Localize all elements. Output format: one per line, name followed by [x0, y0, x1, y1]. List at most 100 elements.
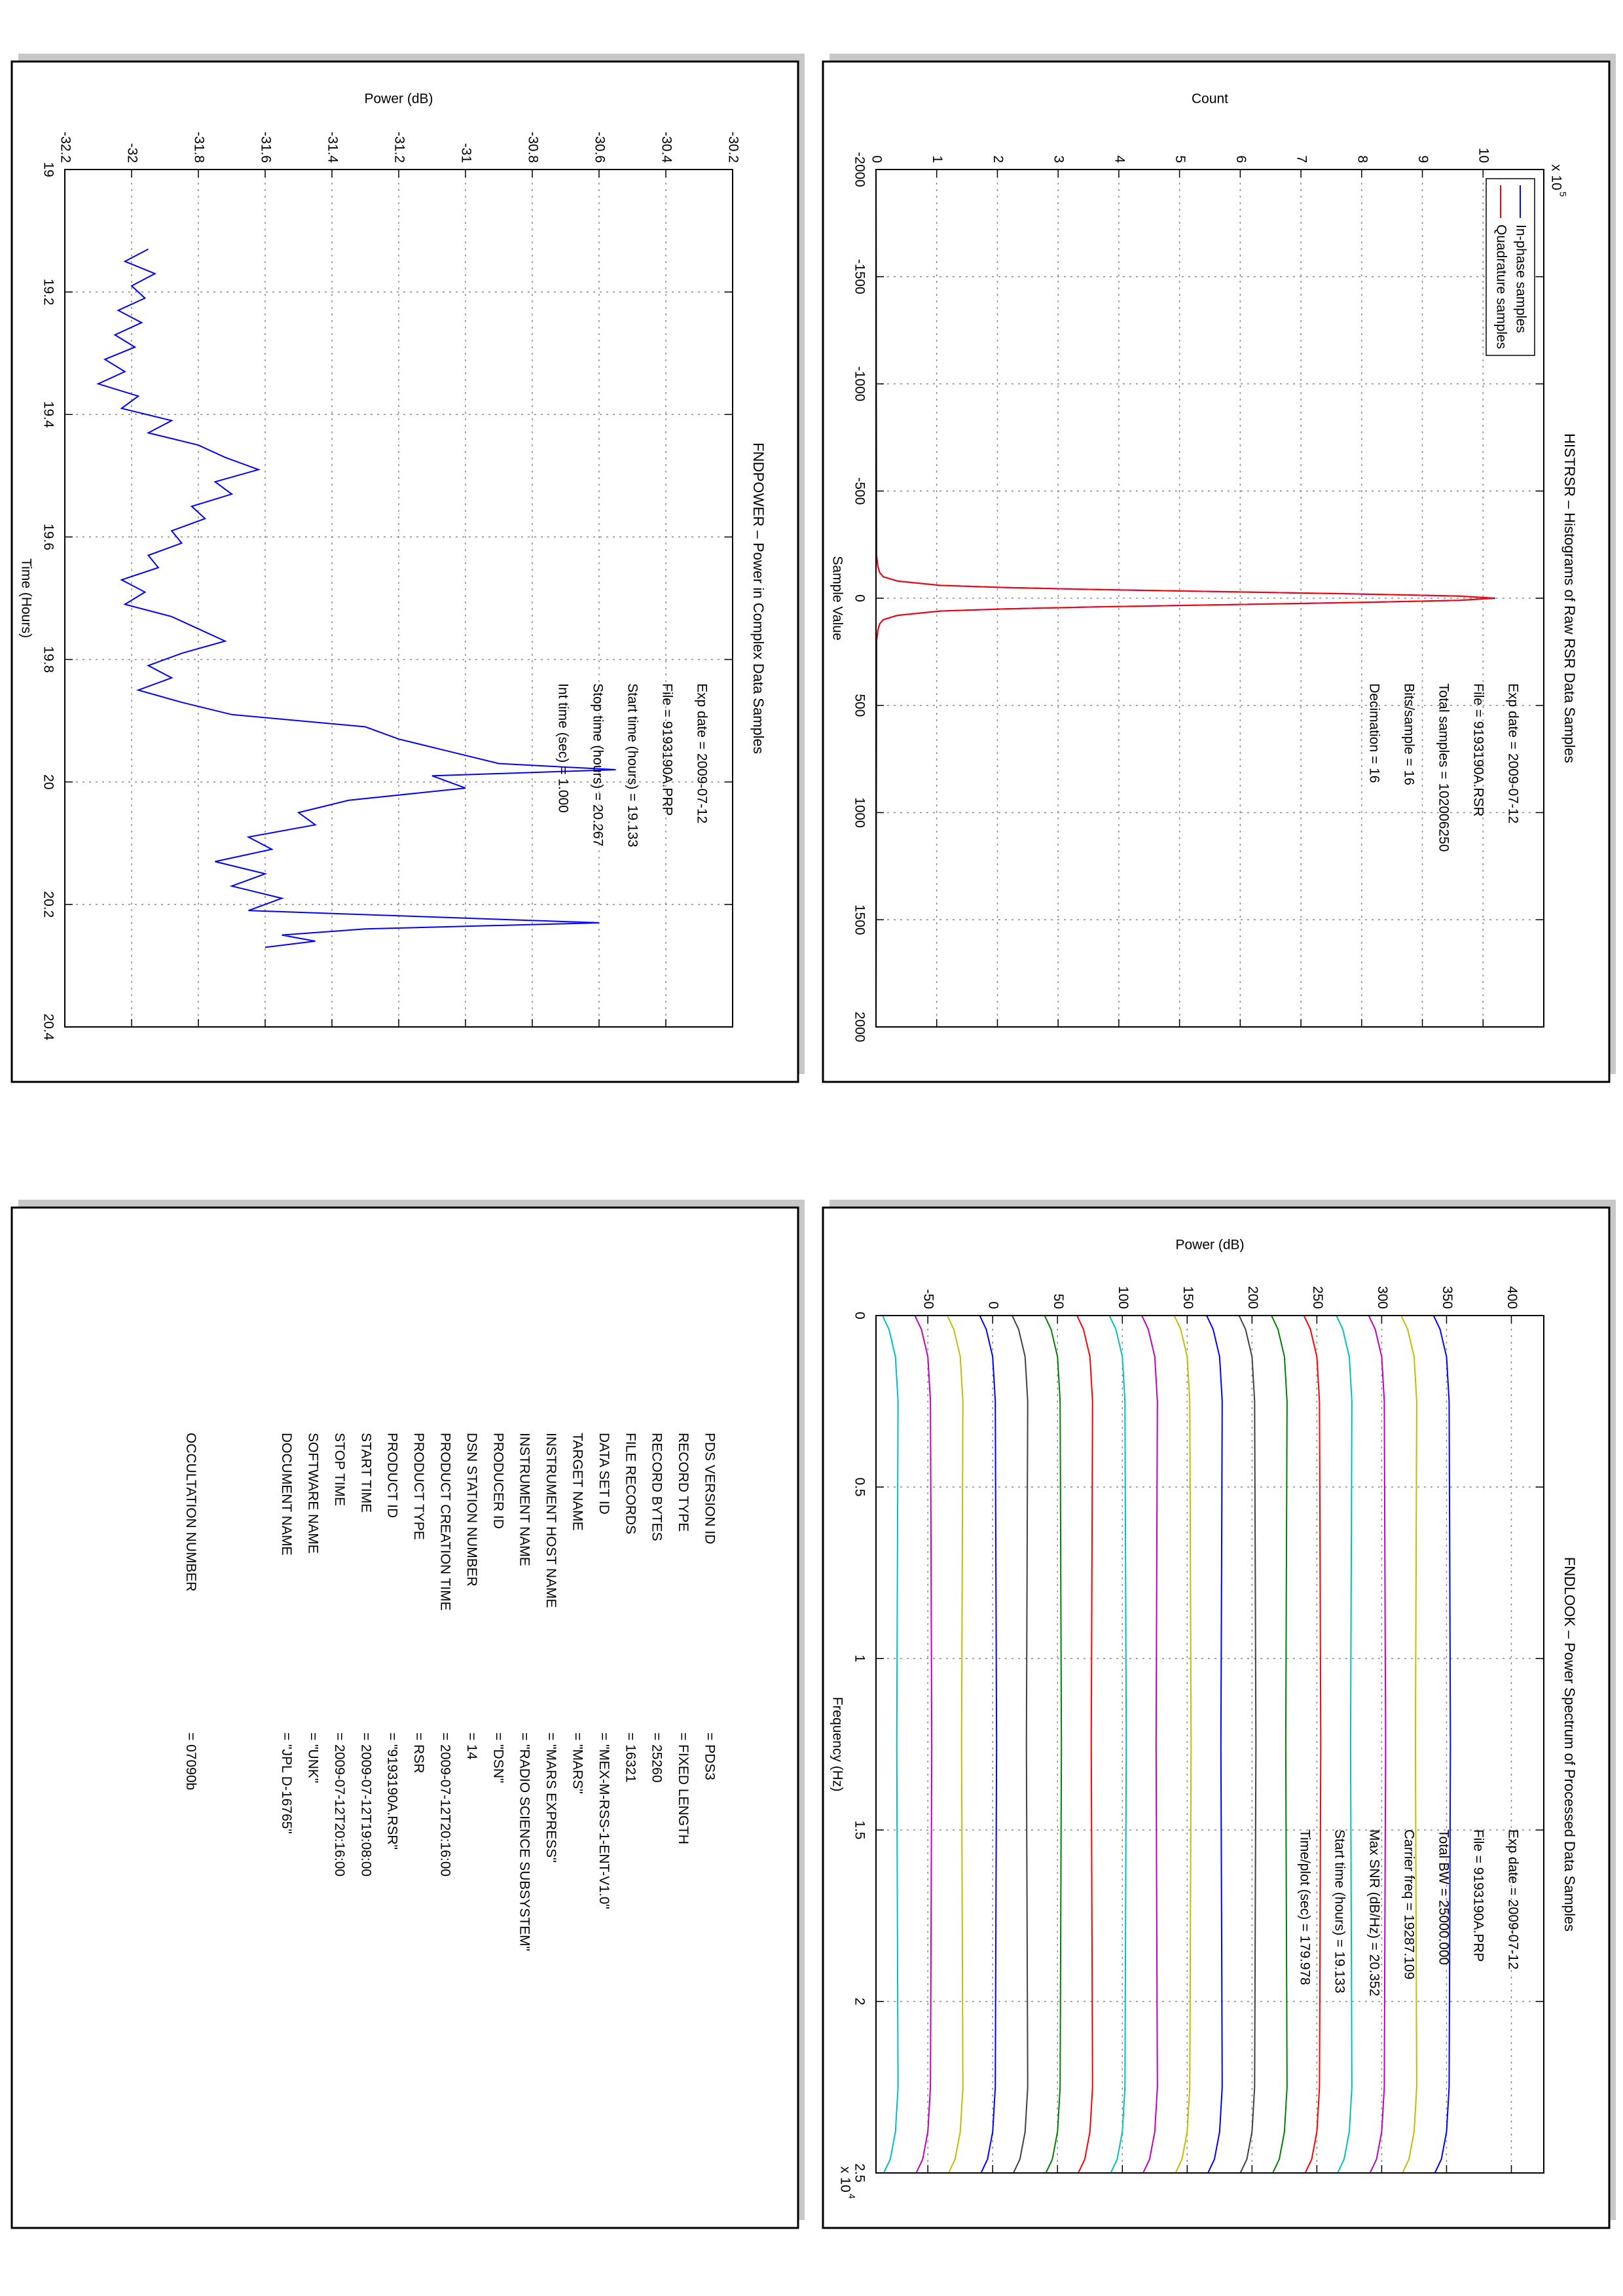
field-name: START TIME [358, 1433, 373, 1513]
y-tick-label: -50 [921, 1289, 936, 1309]
y-scale-label: x 10 [1548, 164, 1563, 190]
y-tick-label: 0 [869, 155, 884, 163]
y-tick-label: -30.6 [592, 132, 607, 163]
y-tick-label: 50 [1051, 1294, 1066, 1309]
y-tick-label: 100 [1116, 1286, 1131, 1309]
annotation: Start time (hours) = 19.133 [1332, 1829, 1347, 1993]
annotation: Carrier freq = 19287.109 [1401, 1829, 1416, 1979]
field-name: FILE RECORDS [623, 1433, 638, 1534]
field-value: = "DSN" [490, 1732, 505, 1783]
y-tick-label: 4 [1112, 155, 1127, 163]
field-value: = 2009-07-12T20:16:00 [332, 1732, 347, 1876]
field-value: = PDS3 [702, 1732, 717, 1780]
field-value: = "9193190A.RSR" [385, 1732, 400, 1850]
x-axis-title: Frequency (Hz) [830, 1697, 845, 1792]
annotation: Start time (hours) = 19.133 [625, 683, 640, 847]
data-line [979, 1316, 998, 2173]
y-tick-label: 5 [1173, 155, 1188, 163]
annotation: Exp date = 2009-07-12 [1505, 1829, 1520, 1969]
y-tick-label: -32.2 [58, 132, 73, 163]
data-line [1173, 1316, 1192, 2173]
data-line [1206, 1316, 1223, 2173]
y-tick-label: -31.8 [191, 132, 206, 163]
y-tick-label: -31.2 [392, 132, 407, 163]
annotation: File = 9193190A.RSR [1470, 683, 1486, 817]
field-name: INSTRUMENT NAME [517, 1433, 532, 1566]
y-tick-label: 400 [1504, 1286, 1520, 1309]
data-line [1271, 1316, 1288, 2173]
y-tick-label: 10 [1476, 148, 1491, 163]
x-tick-label: 19.6 [41, 524, 56, 550]
y-tick-label: -30.4 [659, 132, 674, 163]
x-tick-label: 19.8 [41, 646, 56, 673]
field-name: STOP TIME [332, 1433, 347, 1506]
y-tick-label: 7 [1294, 155, 1309, 163]
field-name: SOFTWARE NAME [305, 1433, 320, 1554]
field-value: = FIXED LENGTH [676, 1732, 691, 1844]
chart-title: HISTRSR – Histograms of Raw RSR Data Sam… [1561, 433, 1578, 763]
data-line [947, 1316, 964, 2173]
annotation: Total BW = 25000.000 [1436, 1829, 1451, 1965]
plot-area [65, 170, 733, 1027]
field-value: = "RADIO SCIENCE SUBSYSTEM" [517, 1732, 532, 1951]
x-tick-label: 0 [852, 594, 867, 602]
field-value: = RSR [411, 1732, 426, 1773]
data-line [1336, 1316, 1353, 2173]
field-value: = 2009-07-12T19:08:00 [358, 1732, 373, 1876]
plot-frame [875, 169, 1544, 1028]
field-name: INSTRUMENT HOST NAME [543, 1433, 558, 1608]
x-axis-title: Sample Value [830, 556, 845, 640]
y-tick-label: 3 [1051, 155, 1067, 163]
data-line [1076, 1316, 1093, 2173]
field-value: = "UNK" [305, 1732, 320, 1783]
field-name: DSN STATION NUMBER [464, 1433, 479, 1587]
data-line [1238, 1316, 1257, 2173]
data-line [1012, 1316, 1029, 2173]
y-tick-label: 350 [1440, 1286, 1455, 1309]
annotation: File = 9193190A.PRP [1470, 1829, 1486, 1962]
legend-label: Quadrature samples [1493, 224, 1508, 349]
y-axis-title: Count [1192, 92, 1228, 107]
x-tick-label: 19.2 [41, 279, 56, 306]
field-value: = "MARS EXPRESS" [543, 1732, 558, 1863]
chart-title: FNDPOWER – Power in Complex Data Samples [750, 442, 767, 754]
legend-box [1486, 178, 1535, 356]
x-tick-label: 500 [852, 694, 867, 717]
data-line [1400, 1316, 1417, 2173]
y-axis-title: Power (dB) [1175, 1238, 1244, 1253]
x-tick-label: 2 [852, 1998, 867, 2005]
x-tick-label: -2000 [852, 152, 867, 187]
x-tick-label: -500 [852, 477, 867, 505]
x-tick-label: 0 [852, 1312, 867, 1319]
field-value: = 07090b [183, 1732, 198, 1790]
y-tick-label: -31 [458, 143, 473, 163]
annotation: Int time (sec) = 1.000 [555, 683, 570, 813]
x-tick-label: -1000 [852, 367, 867, 402]
x-tick-label: 2.5 [852, 2163, 867, 2182]
annotation: Max SNR (dB/Hz) = 20.352 [1366, 1829, 1381, 1996]
legend-label: In-phase samples [1513, 224, 1528, 333]
annotation: Decimation = 16 [1366, 683, 1381, 783]
y-tick-label: 9 [1415, 155, 1431, 163]
x-tick-label: 0.5 [852, 1477, 867, 1496]
field-value: = "MEX-M-RSS-1-ENT-V1.0" [596, 1732, 611, 1909]
annotation: Exp date = 2009-07-12 [1505, 683, 1520, 823]
x-tick-label: 19 [41, 162, 56, 177]
x-tick-label: 1000 [852, 797, 867, 828]
y-tick-label: -30.2 [725, 132, 740, 163]
y-tick-label: 6 [1233, 155, 1249, 163]
panel-content: 19 19.2 19.4 19.6 19.8 20 20.2 20.4 -32.2 -32 -31.… [18, 92, 767, 1041]
field-name: DATA SET ID [596, 1433, 611, 1515]
data-line [1368, 1316, 1387, 2173]
data-line [1432, 1316, 1451, 2173]
data-line [876, 170, 1495, 1027]
data-line [96, 248, 616, 948]
x-tick-label: 1.5 [852, 1820, 867, 1839]
panel-content: -2000 -1500 -1000 -500 0 500 1000 1500 2000 0 1 2 3 4… [830, 92, 1578, 1043]
x-tick-label: -1500 [852, 259, 867, 295]
data-line [1108, 1316, 1127, 2173]
y-tick-label: -31.6 [258, 132, 273, 163]
x-scale-label: x 10 [837, 2166, 852, 2193]
